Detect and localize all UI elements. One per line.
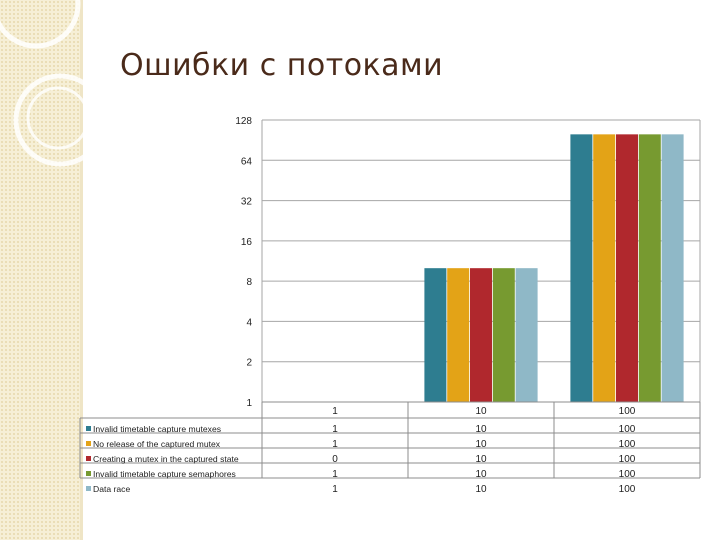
y-tick-label: 8 (246, 277, 252, 288)
bar (593, 134, 616, 402)
data-table-value: 100 (619, 469, 636, 480)
bar (492, 268, 515, 402)
data-table-value: 10 (475, 484, 487, 495)
data-table-value: 1 (332, 439, 338, 450)
band-edge (80, 0, 83, 540)
bar (424, 268, 447, 402)
y-tick-label: 128 (235, 116, 252, 127)
y-tick-label: 1 (246, 398, 252, 409)
decorative-circles (0, 0, 107, 167)
data-table-value: 10 (475, 424, 487, 435)
decorative-circle-middle (13, 73, 107, 167)
legend-swatch (86, 471, 91, 476)
category-label: 10 (475, 406, 487, 417)
data-table-value: 1 (332, 484, 338, 495)
legend-label: No release of the captured mutex (93, 439, 221, 449)
legend-swatch (86, 486, 91, 491)
bar (638, 134, 661, 402)
legend-swatch (86, 426, 91, 431)
decorative-circle-inner (26, 86, 90, 150)
bar (570, 134, 593, 402)
data-table-value: 1 (332, 424, 338, 435)
data-table-value: 100 (619, 484, 636, 495)
legend-swatch (86, 456, 91, 461)
bar (515, 268, 538, 402)
data-table-value: 1 (332, 469, 338, 480)
data-table-value: 10 (475, 469, 487, 480)
legend-label: Invalid timetable capture semaphores (93, 469, 236, 479)
data-table-value: 100 (619, 454, 636, 465)
y-tick-label: 16 (241, 237, 253, 248)
data-table-value: 100 (619, 439, 636, 450)
legend-label: Invalid timetable capture mutexes (93, 424, 221, 434)
bar (470, 268, 492, 402)
legend-label: Creating a mutex in the captured state (93, 454, 239, 464)
y-tick-label: 64 (241, 156, 253, 167)
data-table-value: 10 (475, 454, 487, 465)
legend-label: Data race (93, 484, 130, 494)
bar (616, 134, 638, 402)
data-table-value: 0 (332, 454, 338, 465)
legend-swatch (86, 441, 91, 446)
y-tick-label: 2 (246, 358, 252, 369)
data-table-value: 100 (619, 424, 636, 435)
category-label: 1 (332, 406, 338, 417)
data-table-value: 10 (475, 439, 487, 450)
decorative-circle-top (0, 0, 81, 49)
slide-title: Ошибки с потоками (120, 48, 444, 83)
y-tick-label: 4 (246, 317, 252, 328)
bar (447, 268, 470, 402)
bar (661, 134, 684, 402)
y-tick-label: 32 (241, 197, 253, 208)
category-label: 100 (619, 406, 636, 417)
